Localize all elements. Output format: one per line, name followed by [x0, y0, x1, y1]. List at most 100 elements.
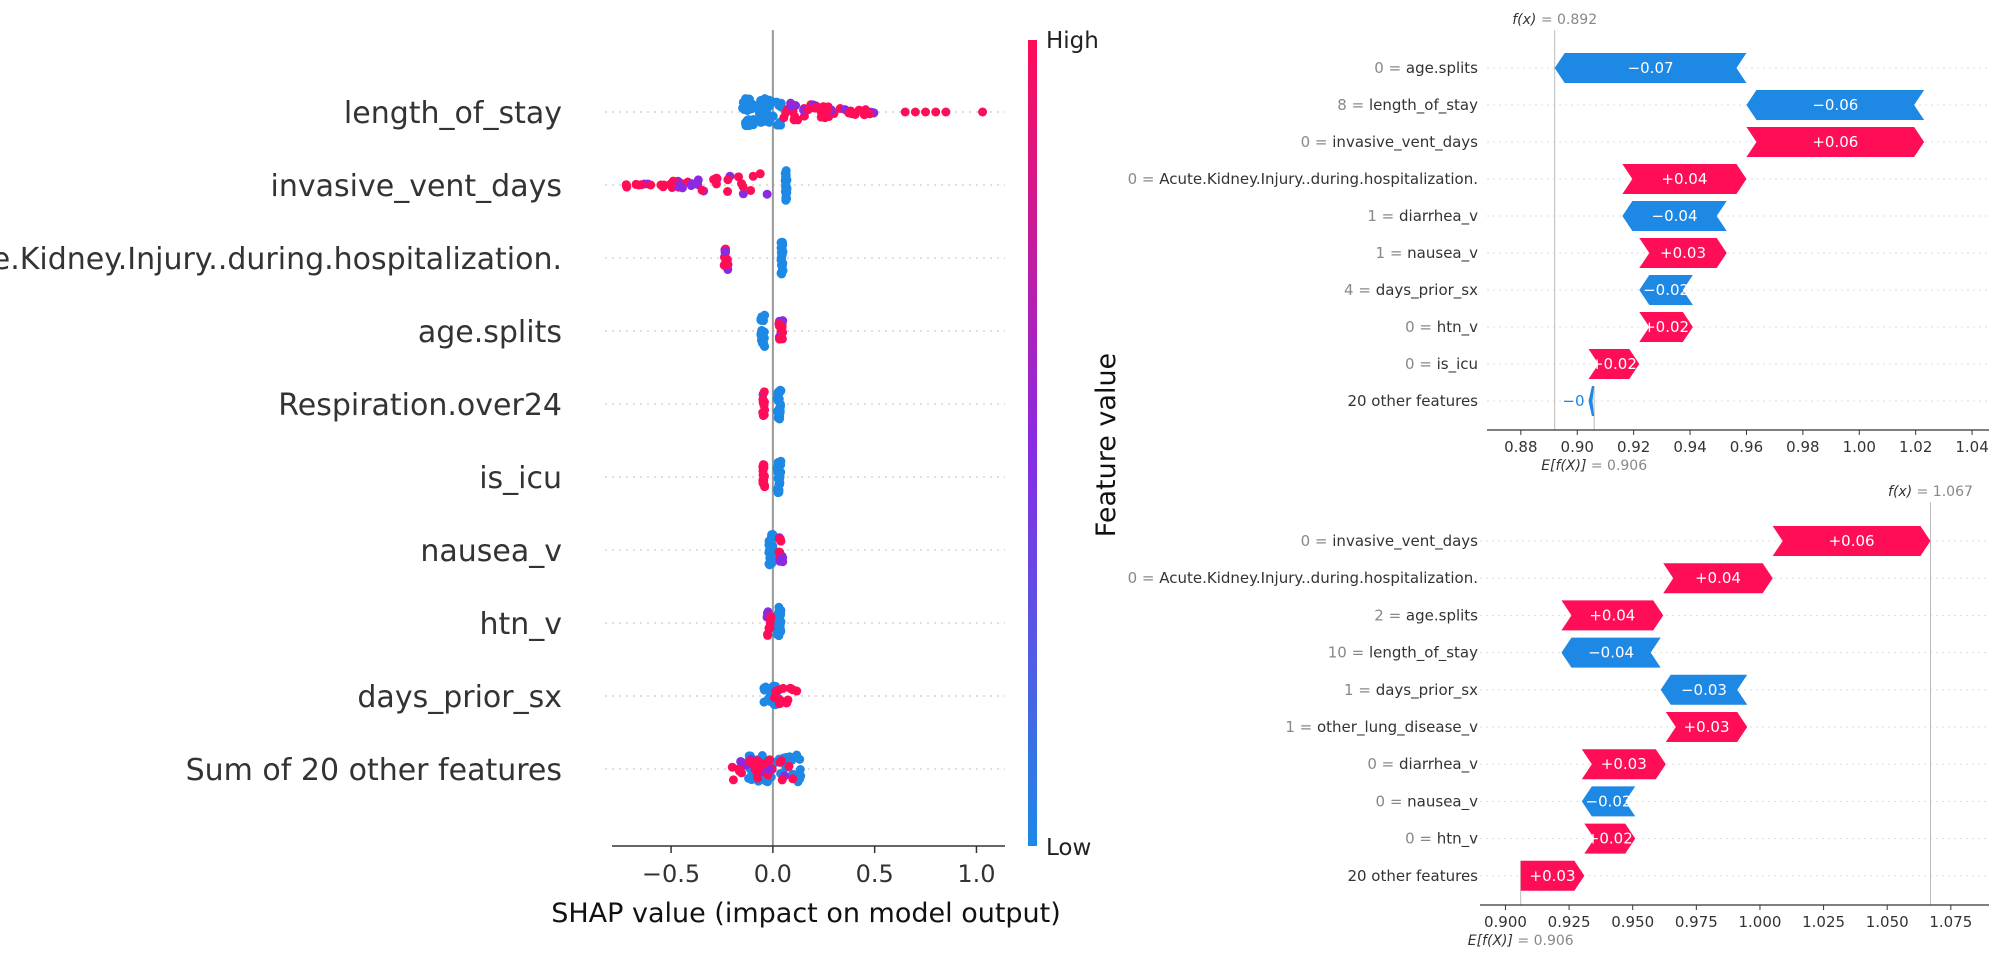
efx-label: E[f(X)] = 0.906 — [1541, 458, 1647, 474]
bar-value-label: +0.02 — [1587, 830, 1633, 848]
bar-value-label: +0.06 — [1812, 133, 1858, 151]
feature-label: 4 = days_prior_sx — [1344, 281, 1478, 300]
shap-point — [775, 399, 785, 409]
feature-label: 0 = htn_v — [1405, 318, 1478, 337]
shap-point — [900, 107, 910, 117]
shap-point — [756, 330, 766, 340]
feature-value: 0 = — [1301, 532, 1333, 550]
bar-value-label: +0.03 — [1601, 755, 1647, 773]
feature-label: invasive_vent_days — [271, 169, 562, 204]
feature-name: nausea_v — [1407, 792, 1478, 811]
waterfall-bar — [1561, 637, 1661, 668]
shap-point — [723, 175, 733, 185]
efx-value: = 0.906 — [1517, 933, 1573, 949]
feature-value: 0 = — [1374, 59, 1406, 77]
feature-name: age.splits — [1406, 59, 1478, 77]
waterfall-bar — [1663, 563, 1773, 594]
x-tick-label: 1.00 — [1843, 438, 1876, 456]
feature-value: 8 = — [1337, 96, 1369, 114]
feature-name: length_of_stay — [1369, 644, 1478, 663]
shap-point — [776, 247, 786, 257]
waterfall-bar — [1746, 127, 1925, 157]
x-tick-label: 1.050 — [1866, 913, 1909, 931]
waterfall-bar — [1639, 312, 1693, 342]
feature-name: htn_v — [1437, 318, 1478, 337]
x-tick-label: 1.04 — [1955, 438, 1988, 456]
feature-label: Sum of 20 other features — [186, 753, 562, 788]
colorbar-low-label: Low — [1046, 835, 1091, 861]
feature-label: 0 = invasive_vent_days — [1301, 532, 1479, 551]
shap-point — [666, 180, 676, 190]
feature-name: 20 other features — [1347, 867, 1478, 885]
waterfall-bar — [1639, 238, 1727, 268]
shap-point — [736, 756, 746, 766]
feature-value: 0 = — [1405, 318, 1437, 336]
fx-symbol: f(x) — [1888, 484, 1917, 500]
feature-label: is_icu — [479, 461, 562, 496]
x-tick-label: −0.5 — [642, 860, 700, 888]
shap-point — [941, 107, 951, 117]
shap-point — [774, 319, 784, 329]
shap-point — [634, 180, 644, 190]
bar-value-label: −0.03 — [1681, 681, 1727, 699]
waterfall-bar — [1639, 275, 1693, 305]
feature-name: days_prior_sx — [1376, 681, 1478, 700]
waterfall-bar — [1588, 386, 1595, 416]
shap-point — [766, 614, 776, 624]
shap-point — [760, 341, 770, 351]
shap-point — [777, 237, 787, 247]
shap-point — [764, 623, 774, 633]
waterfall-bar — [1581, 786, 1636, 817]
shap-point — [738, 189, 748, 199]
shap-point — [785, 752, 795, 762]
shap-point — [767, 530, 777, 540]
feature-label: 0 = Acute.Kidney.Injury..during.hospital… — [1128, 170, 1478, 188]
x-tick-label: 0.94 — [1673, 438, 1706, 456]
bar-value-label: +0.03 — [1660, 244, 1706, 262]
feature-name: Acute.Kidney.Injury..during.hospitalizat… — [1159, 569, 1478, 587]
bar-value-label: −0.04 — [1652, 207, 1698, 225]
shap-point — [759, 116, 769, 126]
feature-name: 20 other features — [1347, 392, 1478, 410]
shap-point — [697, 185, 707, 195]
feature-label: 10 = length_of_stay — [1328, 644, 1478, 663]
shap-point — [621, 180, 631, 190]
feature-label: 0 = htn_v — [1405, 830, 1478, 849]
shap-point — [786, 101, 796, 111]
x-tick-label: 0.96 — [1730, 438, 1763, 456]
feature-label: 1 = days_prior_sx — [1344, 681, 1478, 700]
feature-label: 20 other features — [1347, 392, 1478, 410]
shap-point — [921, 107, 931, 117]
shap-point — [775, 757, 785, 767]
feature-value: 1 = — [1285, 718, 1317, 736]
efx-symbol: E[f(X)] — [1468, 933, 1518, 949]
fx-value: = 1.067 — [1917, 484, 1973, 500]
shap-point — [759, 400, 769, 410]
shap-point — [781, 108, 791, 118]
feature-value: 0 = — [1301, 133, 1333, 151]
feature-value: 1 = — [1367, 207, 1399, 225]
waterfall-bar — [1588, 349, 1640, 379]
x-tick-label: 0.92 — [1617, 438, 1650, 456]
shap-point — [795, 774, 805, 784]
shap-point — [774, 619, 784, 629]
shap-point — [759, 387, 769, 397]
x-tick-label: 0.5 — [856, 860, 894, 888]
feature-value: 0 = — [1128, 170, 1160, 188]
shap-point — [656, 180, 666, 190]
feature-label: nausea_v — [420, 534, 562, 569]
feature-name: diarrhea_v — [1399, 207, 1478, 226]
shap-point — [774, 485, 784, 495]
shap-point — [776, 610, 786, 620]
waterfall-bar — [1772, 526, 1931, 556]
bar-value-label: −0.07 — [1628, 59, 1674, 77]
x-tick-label: 0.975 — [1675, 913, 1718, 931]
x-tick-label: 1.025 — [1802, 913, 1845, 931]
feature-label: 1 = other_lung_disease_v — [1285, 718, 1478, 737]
shap-point — [772, 97, 782, 107]
shap-point — [910, 107, 920, 117]
fx-symbol: f(x) — [1512, 12, 1541, 28]
shap-point — [760, 94, 770, 104]
shap-point — [758, 460, 768, 470]
